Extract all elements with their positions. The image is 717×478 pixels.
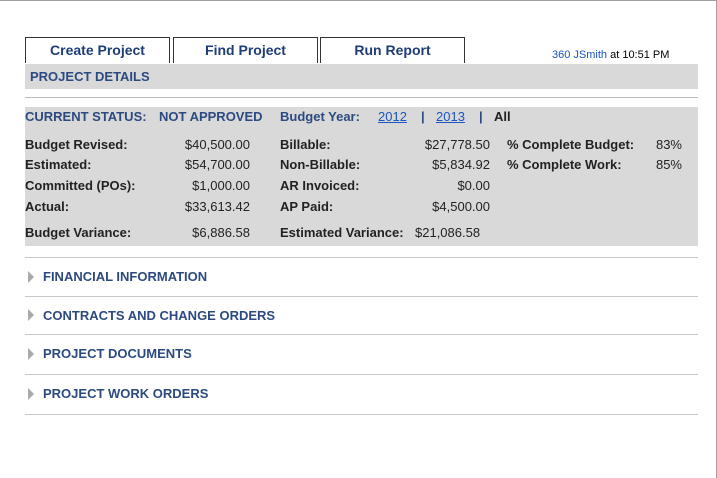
field-label: % Complete Budget: [507, 137, 635, 152]
expand-arrow[interactable] [28, 348, 34, 360]
separator: | [479, 109, 483, 124]
collapsible-section[interactable]: PROJECT DOCUMENTS [25, 334, 698, 374]
field-label: Billable: [280, 137, 331, 152]
field-label: AR Invoiced: [280, 178, 360, 193]
field-label: Budget Variance: [25, 225, 132, 240]
field-label: Non-Billable: [280, 157, 361, 172]
tab[interactable]: Run Report [320, 37, 465, 63]
field-value: $40,500.00 [184, 137, 250, 152]
section-title[interactable]: PROJECT DOCUMENTS [43, 346, 192, 361]
field-value: $21,086.58 [415, 225, 481, 240]
field-label: Committed (POs): [25, 178, 136, 193]
collapsible-section[interactable]: CONTRACTS AND CHANGE ORDERS [25, 296, 698, 334]
field-label: Actual: [25, 199, 70, 214]
divider [25, 414, 698, 415]
field-label: Estimated Variance: [280, 225, 404, 240]
budget-year-label: Budget Year: [280, 109, 360, 124]
year-link[interactable]: 2013 [436, 109, 465, 124]
status-box [25, 107, 698, 246]
divider [25, 97, 698, 98]
user-info: 360 JSmith at 10:51 PM [552, 49, 669, 61]
collapsible-section[interactable]: PROJECT WORK ORDERS [25, 374, 698, 414]
collapsible-section[interactable]: FINANCIAL INFORMATION [25, 257, 698, 296]
user-link[interactable]: 360 JSmith [552, 49, 608, 61]
field-value: 85% [655, 157, 682, 172]
field-value: 83% [655, 137, 682, 152]
expand-arrow[interactable] [28, 388, 34, 400]
field-label: AP Paid: [280, 199, 334, 214]
tab[interactable]: Create Project [25, 37, 170, 63]
field-value: $54,700.00 [184, 157, 250, 172]
separator: | [421, 109, 425, 124]
field-label: Budget Revised: [25, 137, 128, 152]
section-title[interactable]: FINANCIAL INFORMATION [43, 269, 208, 284]
tab[interactable]: Find Project [173, 37, 318, 63]
expand-arrow[interactable] [28, 270, 34, 283]
field-value: $5,834.92 [432, 157, 490, 172]
status-value: NOT APPROVED [159, 109, 263, 124]
field-value: $0.00 [457, 178, 490, 193]
section-header: PROJECT DETAILS [25, 64, 698, 89]
field-value: $27,778.50 [424, 137, 490, 152]
section-title[interactable]: CONTRACTS AND CHANGE ORDERS [43, 308, 276, 323]
expand-arrow[interactable] [28, 309, 34, 321]
year-all: All [494, 109, 511, 124]
field-value: $4,500.00 [432, 199, 490, 214]
field-value: $6,886.58 [192, 225, 250, 240]
field-value: $33,613.42 [184, 199, 250, 214]
status-label: CURRENT STATUS: [25, 109, 147, 124]
time: at 10:51 PM [610, 49, 670, 61]
year-link[interactable]: 2012 [378, 109, 407, 124]
section-title[interactable]: PROJECT WORK ORDERS [43, 386, 209, 401]
field-value: $1,000.00 [192, 178, 250, 193]
field-label: % Complete Work: [507, 157, 622, 172]
field-label: Estimated: [25, 157, 92, 172]
